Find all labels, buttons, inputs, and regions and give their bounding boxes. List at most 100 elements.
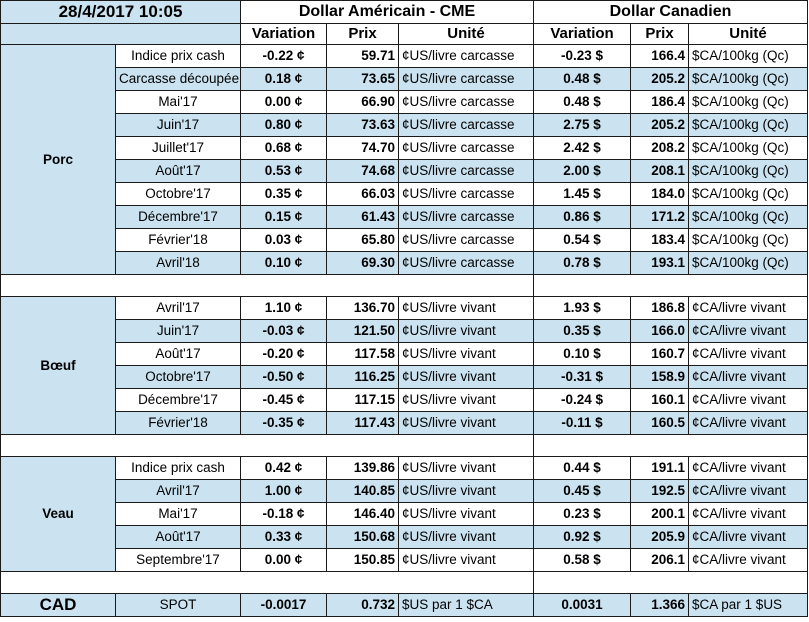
contract-label: Août'17 <box>115 342 241 366</box>
table-row: Août'17 -0.20 ¢ 117.58 ¢US/livre vivant 0.10… <box>1 342 809 366</box>
usd-unit: ¢US/livre carcasse <box>397 90 535 114</box>
usd-price: 150.85 <box>326 548 399 572</box>
usd-price: 74.70 <box>326 136 399 160</box>
cad-unit: $CA/100kg (Qc) <box>688 205 809 229</box>
cad-unit: $CA/100kg (Qc) <box>688 136 809 160</box>
cad-variation: 0.58 $ <box>533 548 632 572</box>
cad-variation: 0.92 $ <box>533 525 632 549</box>
cad-unit: ¢CA/livre vivant <box>688 502 809 526</box>
cad-variation: 0.10 $ <box>533 342 632 366</box>
cad-variation: -0.11 $ <box>533 411 632 435</box>
usd-variation: 0.18 ¢ <box>240 67 327 91</box>
contract-label: Août'17 <box>115 525 241 549</box>
header-blank <box>0 23 241 45</box>
cad-price: 208.2 <box>630 136 690 160</box>
spacer-cell <box>533 434 809 457</box>
usd-price: 73.65 <box>326 67 399 91</box>
cad-unit: ¢CA/livre vivant <box>688 342 809 366</box>
table-row: Août'17 0.33 ¢ 150.68 ¢US/livre vivant 0.92 … <box>1 525 809 549</box>
usd-price: 136.70 <box>326 296 399 320</box>
cad-price: 205.9 <box>630 525 690 549</box>
cad-variation: -0.24 $ <box>533 388 632 412</box>
usd-variation: 0.15 ¢ <box>240 205 327 229</box>
usd-variation: 0.10 ¢ <box>240 251 327 275</box>
usd-variation: 0.68 ¢ <box>240 136 327 160</box>
contract-label: Carcasse découpée <box>115 67 241 91</box>
contract-label: Mai'17 <box>115 90 241 114</box>
usd-price: 117.43 <box>326 411 399 435</box>
cad-unit: $CA/100kg (Qc) <box>688 251 809 275</box>
usd-section-title: Dollar Américain - CME <box>239 0 535 24</box>
usd-price: 140.85 <box>326 479 399 503</box>
contract-label: Indice prix cash <box>115 456 241 480</box>
usd-unit: ¢US/livre vivant <box>397 502 535 526</box>
table-row: Bœuf Avril'17 1.10 ¢ 136.70 ¢US/livre vivant… <box>0 296 809 435</box>
usd-price: 146.40 <box>326 502 399 526</box>
table-row: Juin'17 -0.03 ¢ 121.50 ¢US/livre vivant 0.35… <box>1 319 809 343</box>
contract-label: Avril'17 <box>115 296 241 320</box>
table-row: Porc Indice prix cash -0.22 ¢ 59.71 ¢US/livr… <box>0 44 809 275</box>
cad-price: 171.2 <box>630 205 690 229</box>
usd-unit: ¢US/livre carcasse <box>397 205 535 229</box>
usd-variation: 0.00 ¢ <box>240 548 327 572</box>
usd-unit: ¢US/livre vivant <box>397 296 535 320</box>
usd-variation: 0.53 ¢ <box>240 159 327 183</box>
usd-price: 0.732 <box>326 593 399 617</box>
usd-variation: -0.18 ¢ <box>240 502 327 526</box>
cad-variation: 2.00 $ <box>533 159 632 183</box>
usd-unit: ¢US/livre vivant <box>397 525 535 549</box>
cad-unit: ¢CA/livre vivant <box>688 411 809 435</box>
contract-label: Mai'17 <box>115 502 241 526</box>
cad-variation: 0.78 $ <box>533 251 632 275</box>
usd-unit: ¢US/livre carcasse <box>397 251 535 275</box>
usd-variation: 0.03 ¢ <box>240 228 327 252</box>
cad-variation: 0.45 $ <box>533 479 632 503</box>
cad-variation: 0.44 $ <box>533 456 632 480</box>
cad-price: 158.9 <box>630 365 690 389</box>
spacer-row <box>0 274 809 297</box>
usd-price-header: Prix <box>326 23 399 45</box>
cad-price: 166.0 <box>630 319 690 343</box>
contract-label: Février'18 <box>115 411 241 435</box>
contract-label: Octobre'17 <box>115 182 241 206</box>
usd-price: 66.03 <box>326 182 399 206</box>
spacer-cell <box>533 274 809 297</box>
usd-price: 66.90 <box>326 90 399 114</box>
cad-unit: $CA/100kg (Qc) <box>688 90 809 114</box>
usd-variation: -0.35 ¢ <box>240 411 327 435</box>
cad-variation: 0.48 $ <box>533 90 632 114</box>
timestamp: 28/4/2017 10:05 <box>0 0 241 24</box>
usd-variation: -0.50 ¢ <box>240 365 327 389</box>
usd-price: 59.71 <box>326 44 399 68</box>
cad-group-label: CAD <box>0 593 116 617</box>
cad-price: 205.2 <box>630 67 690 91</box>
cad-unit: ¢CA/livre vivant <box>688 525 809 549</box>
usd-price: 74.68 <box>326 159 399 183</box>
cad-variation: 1.93 $ <box>533 296 632 320</box>
usd-unit: ¢US/livre carcasse <box>397 113 535 137</box>
usd-variation: -0.0017 <box>240 593 327 617</box>
usd-unit: ¢US/livre vivant <box>397 548 535 572</box>
cad-unit: $CA/100kg (Qc) <box>688 113 809 137</box>
cad-price: 192.5 <box>630 479 690 503</box>
usd-price: 65.80 <box>326 228 399 252</box>
spacer-cell <box>0 434 535 457</box>
spacer-cell <box>0 571 535 594</box>
cad-unit: $CA/100kg (Qc) <box>688 228 809 252</box>
cad-section-title: Dollar Canadien <box>533 0 809 24</box>
table-row: Mai'17 -0.18 ¢ 146.40 ¢US/livre vivant 0.23 … <box>1 502 809 526</box>
cad-variation: 2.42 $ <box>533 136 632 160</box>
usd-variation: 0.80 ¢ <box>240 113 327 137</box>
table-row: Carcasse découpée 0.18 ¢ 73.65 ¢US/livre ca… <box>1 67 809 91</box>
usd-variation: -0.45 ¢ <box>240 388 327 412</box>
cad-price: 1.366 <box>630 593 690 617</box>
cad-price: 183.4 <box>630 228 690 252</box>
cad-price: 186.8 <box>630 296 690 320</box>
table-row: Février'18 -0.35 ¢ 117.43 ¢US/livre vivant -… <box>1 411 809 435</box>
cad-variation: 0.23 $ <box>533 502 632 526</box>
cad-variation: 0.35 $ <box>533 319 632 343</box>
usd-price: 69.30 <box>326 251 399 275</box>
usd-unit: ¢US/livre carcasse <box>397 67 535 91</box>
usd-variation: 1.00 ¢ <box>240 479 327 503</box>
